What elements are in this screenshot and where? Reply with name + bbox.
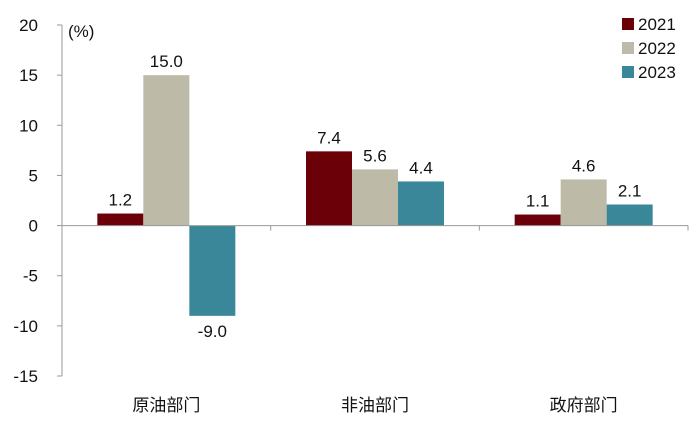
y-tick-label: 5 bbox=[29, 166, 38, 185]
legend-label: 2022 bbox=[638, 39, 676, 58]
bar bbox=[606, 204, 653, 226]
y-tick-label: 0 bbox=[29, 217, 38, 236]
bar bbox=[514, 214, 561, 226]
legend-swatch bbox=[622, 66, 634, 78]
bar bbox=[97, 213, 144, 226]
bars bbox=[97, 75, 653, 316]
x-category-label: 政府部门 bbox=[550, 396, 618, 416]
legend: 2021 2022 2023 bbox=[622, 15, 676, 82]
legend-swatch bbox=[622, 42, 634, 54]
y-axis: 20 15 10 5 0 -5 -10 -15 bbox=[13, 16, 63, 386]
y-tick-label: 10 bbox=[19, 116, 38, 135]
data-label: 1.1 bbox=[526, 192, 550, 211]
bar bbox=[352, 169, 398, 226]
data-label: 4.6 bbox=[572, 156, 596, 175]
x-category-label: 原油部门 bbox=[132, 396, 200, 416]
legend-label: 2023 bbox=[638, 63, 676, 82]
y-tick-label: -15 bbox=[13, 367, 38, 386]
data-label: -9.0 bbox=[198, 322, 227, 341]
y-tick-label: 20 bbox=[19, 16, 38, 35]
bar bbox=[306, 151, 352, 226]
y-tick-label: -10 bbox=[13, 317, 38, 336]
bar bbox=[560, 179, 607, 226]
unit-label: (%) bbox=[68, 22, 94, 41]
data-label: 15.0 bbox=[150, 52, 183, 71]
y-tick-label: -5 bbox=[23, 267, 38, 286]
data-label: 1.2 bbox=[109, 191, 133, 210]
bar bbox=[143, 75, 190, 226]
data-label: 5.6 bbox=[363, 146, 387, 165]
bar bbox=[189, 225, 236, 316]
data-label: 4.4 bbox=[409, 158, 433, 177]
x-category-label: 非油部门 bbox=[341, 396, 409, 416]
data-label: 2.1 bbox=[618, 182, 642, 201]
data-labels: 1.2 15.0 -9.0 7.4 5.6 4.4 1.1 4.6 2.1 bbox=[109, 52, 642, 341]
bar bbox=[398, 181, 444, 226]
legend-swatch bbox=[622, 18, 634, 30]
legend-label: 2021 bbox=[638, 15, 676, 34]
x-axis: 原油部门 非油部门 政府部门 bbox=[61, 225, 689, 416]
y-tick-label: 15 bbox=[19, 66, 38, 85]
data-label: 7.4 bbox=[317, 128, 341, 147]
